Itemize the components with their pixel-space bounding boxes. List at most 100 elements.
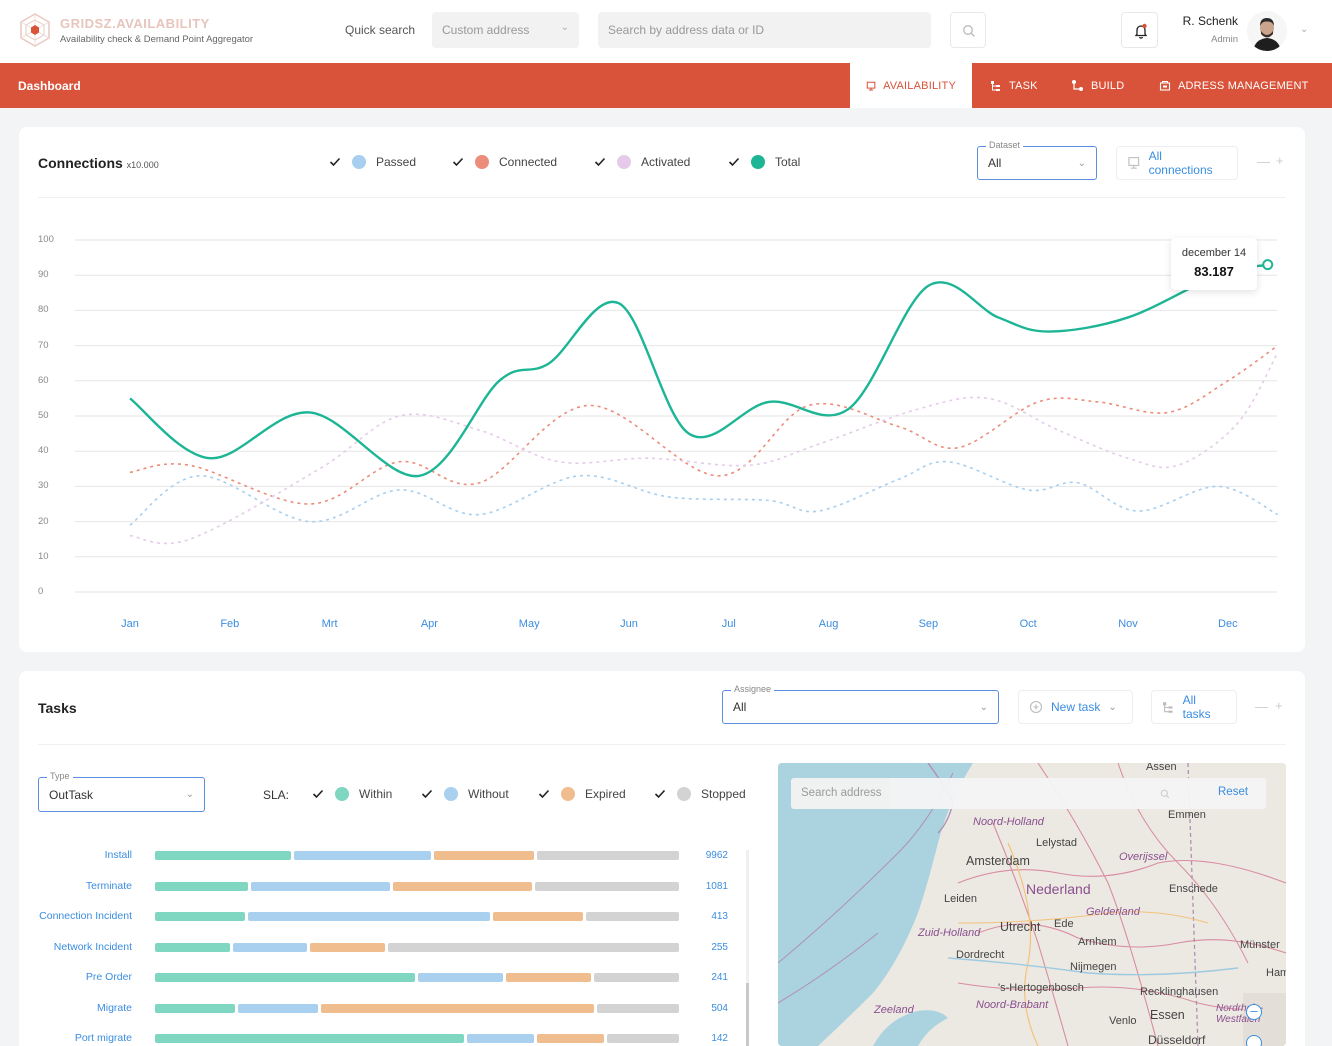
legend-dot-total xyxy=(751,155,765,169)
sla-dot-within xyxy=(335,787,349,801)
task-type-label[interactable]: Connection Incident xyxy=(39,910,132,922)
checkbox-checked-icon[interactable] xyxy=(593,155,607,169)
search-button[interactable] xyxy=(950,12,986,48)
task-sla-bar xyxy=(155,851,679,860)
legend-passed[interactable]: Passed xyxy=(328,155,416,169)
task-row[interactable]: Migrate 504 xyxy=(38,1002,758,1016)
task-type-label[interactable]: Network Incident xyxy=(53,940,132,953)
series-line-connected[interactable] xyxy=(129,344,1279,505)
drag-move-icon[interactable]: + xyxy=(1275,698,1283,713)
type-select[interactable]: Type OutTask ⌄ xyxy=(38,771,205,812)
series-line-total[interactable] xyxy=(129,263,1268,478)
map-search-input[interactable]: Search address xyxy=(791,778,1266,809)
map-label: Noord-Holland xyxy=(973,816,1044,828)
sla-segment-without xyxy=(237,1003,318,1013)
chart-tooltip: december 14 83.187 xyxy=(1171,238,1257,290)
build-flow-icon xyxy=(1072,80,1083,91)
checkbox-checked-icon[interactable] xyxy=(653,787,667,801)
task-tree-icon xyxy=(1163,701,1173,713)
chevron-down-icon: ⌄ xyxy=(185,789,194,800)
task-type-label[interactable]: Terminate xyxy=(85,879,132,892)
task-row[interactable]: Pre Order 241 xyxy=(38,971,758,985)
dataset-value: All xyxy=(988,156,1002,170)
chevron-down-icon: ⌄ xyxy=(1108,701,1117,713)
plus-circle-icon xyxy=(1029,700,1043,714)
legend-connected[interactable]: Connected xyxy=(451,155,557,169)
drag-move-icon[interactable]: + xyxy=(1276,153,1284,168)
x-tick-label: Feb xyxy=(220,618,240,630)
new-task-button[interactable]: New task ⌄ xyxy=(1018,690,1133,724)
tab-task[interactable]: TASK xyxy=(974,63,1054,108)
task-row[interactable]: Port migrate 142 xyxy=(38,1032,758,1046)
legend-total[interactable]: Total xyxy=(727,155,800,169)
sla-without[interactable]: Without xyxy=(420,787,509,801)
task-count[interactable]: 413 xyxy=(711,911,728,922)
sla-expired[interactable]: Expired xyxy=(537,787,626,801)
collapse-icon[interactable]: — xyxy=(1255,699,1268,714)
task-list-scrollbar[interactable] xyxy=(746,850,749,1046)
map-label: Nijmegen xyxy=(1070,961,1117,973)
assignee-select[interactable]: Assignee All ⌄ xyxy=(722,684,999,724)
sla-stopped[interactable]: Stopped xyxy=(653,787,746,801)
notifications-button[interactable] xyxy=(1121,12,1158,48)
task-count[interactable]: 9962 xyxy=(705,850,728,861)
task-type-label[interactable]: Pre Order xyxy=(85,971,132,983)
assignee-label: Assignee xyxy=(731,684,775,694)
sla-segment-without xyxy=(294,851,431,860)
legend-activated[interactable]: Activated xyxy=(593,155,690,169)
map-label: Amsterdam xyxy=(966,854,1030,868)
task-type-label[interactable]: Migrate xyxy=(96,1001,132,1014)
address-type-select[interactable]: Custom address ⌄ xyxy=(432,12,579,48)
checkbox-checked-icon[interactable] xyxy=(311,787,325,801)
x-tick-label: Oct xyxy=(1019,618,1037,630)
task-row[interactable]: Install 9962 xyxy=(38,849,758,863)
y-tick-label: 10 xyxy=(38,550,49,562)
task-tree-icon xyxy=(991,80,1000,91)
tab-availability[interactable]: AVAILABILITY xyxy=(850,63,972,108)
sla-within[interactable]: Within xyxy=(311,787,392,801)
task-row[interactable]: Terminate 1081 xyxy=(38,880,758,894)
dataset-select[interactable]: Dataset All ⌄ xyxy=(977,140,1097,180)
task-count[interactable]: 255 xyxy=(711,941,728,953)
checkbox-checked-icon[interactable] xyxy=(451,155,465,169)
nav-title[interactable]: Dashboard xyxy=(18,79,81,93)
checkbox-checked-icon[interactable] xyxy=(537,787,551,801)
tab-address-management[interactable]: ADRESS MANAGEMENT xyxy=(1143,63,1325,108)
task-row[interactable]: Network Incident 255 xyxy=(38,941,758,955)
checkbox-checked-icon[interactable] xyxy=(727,155,741,169)
checkbox-checked-icon[interactable] xyxy=(420,787,434,801)
task-type-label[interactable]: Install xyxy=(104,849,132,861)
task-row[interactable]: Connection Incident 413 xyxy=(38,910,758,924)
user-menu-chevron-icon[interactable]: ⌄ xyxy=(1300,24,1309,35)
task-list-scrollbar-thumb[interactable] xyxy=(746,983,749,1046)
task-count[interactable]: 1081 xyxy=(705,880,728,892)
tab-availability-label: AVAILABILITY xyxy=(883,79,956,92)
tab-build[interactable]: BUILD xyxy=(1055,63,1140,108)
zoom-in-icon[interactable] xyxy=(1246,1035,1262,1046)
sla-segment-expired xyxy=(433,851,535,860)
collapse-icon[interactable]: — xyxy=(1257,154,1270,169)
zoom-out-icon[interactable]: – xyxy=(1246,1004,1262,1020)
search-input[interactable]: Search by address data or ID xyxy=(598,12,931,48)
highlight-point[interactable] xyxy=(1262,259,1274,271)
sla-dot-stopped xyxy=(677,787,691,801)
sla-segment-expired xyxy=(506,973,591,982)
task-count[interactable]: 241 xyxy=(711,972,728,983)
all-tasks-button[interactable]: All tasks xyxy=(1151,690,1237,724)
task-type-label[interactable]: Port migrate xyxy=(74,1032,132,1044)
map-label: Nordrhein-Westfalen xyxy=(1216,1003,1264,1025)
checkbox-checked-icon[interactable] xyxy=(328,155,342,169)
map-reset-button[interactable]: Reset xyxy=(1218,786,1249,798)
task-count[interactable]: 142 xyxy=(711,1033,728,1044)
map-view[interactable]: Assen Emmen Noord-Holland Lelystad Amste… xyxy=(778,763,1286,1046)
sla-segment-expired xyxy=(320,1003,594,1013)
sla-label: SLA: xyxy=(263,788,290,802)
avatar[interactable] xyxy=(1247,11,1287,51)
task-count[interactable]: 504 xyxy=(711,1002,728,1014)
app-name: GRIDSZ.AVAILABILITY xyxy=(60,16,210,31)
x-tick-label: Aug xyxy=(818,618,839,630)
map-label: Overijssel xyxy=(1119,851,1168,863)
map-tiles xyxy=(778,763,1286,1046)
all-connections-button[interactable]: All connections xyxy=(1116,146,1238,180)
series-line-passed[interactable] xyxy=(129,460,1279,526)
